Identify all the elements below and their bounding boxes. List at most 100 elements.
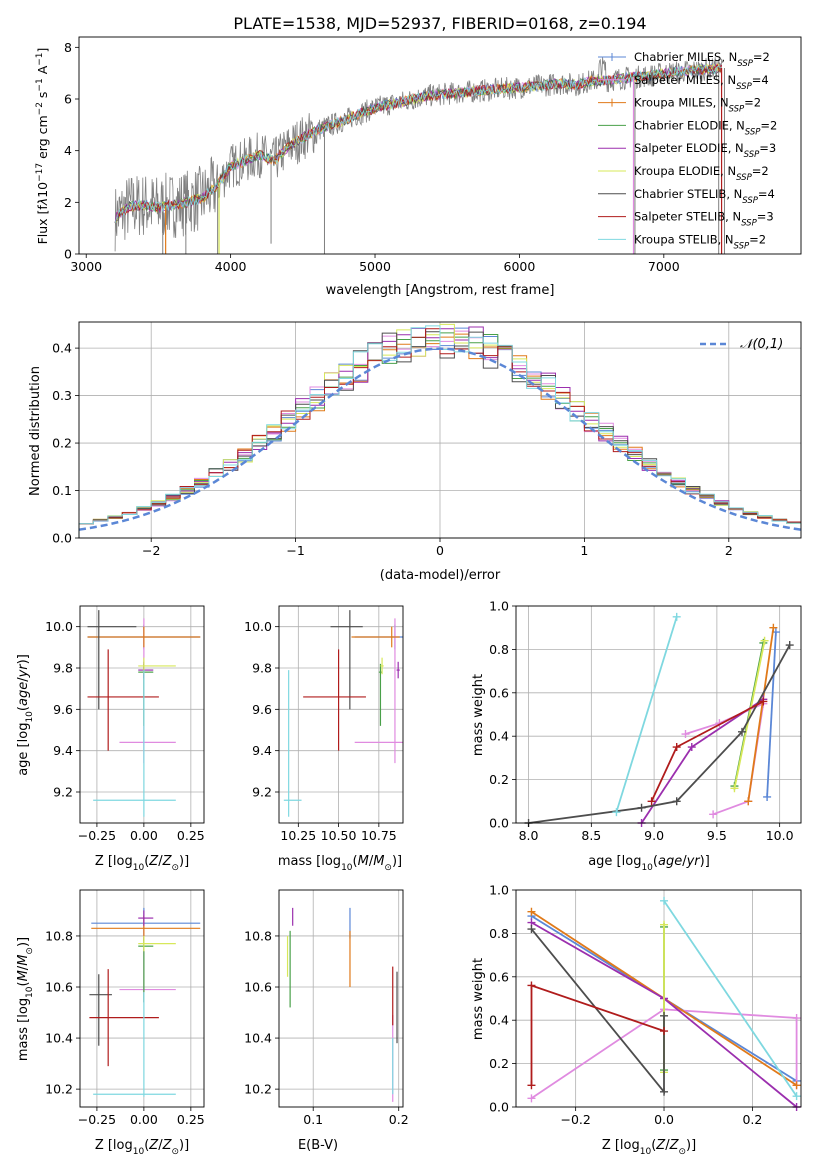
model-fit-line — [114, 63, 722, 224]
weight-vs-age-panel: 8.0 8.5 9.0 9.5 10.0 0.0 0.2 0.4 0.6 0.8 1.0 age [… — [471, 599, 802, 873]
residuals-x-tick-label: −1 — [286, 543, 304, 558]
weight-vs-age-point-marker — [672, 743, 681, 752]
age-vs-z-y-tick-label: 9.8 — [53, 661, 73, 676]
mass-vs-z-y-tick-label: 10.8 — [45, 928, 73, 943]
weight-vs-age-series-line — [615, 616, 678, 813]
observed-spectrum-line — [114, 57, 722, 252]
weight-vs-z-point-marker — [527, 1081, 536, 1090]
weight-vs-age-y-label: mass weight — [471, 674, 486, 756]
spectrum-x-tick-label: 7000 — [648, 259, 680, 274]
weight-vs-age-point-marker — [647, 797, 656, 806]
spectrum-y-tick-label: 0 — [64, 247, 72, 262]
weight-vs-age-point-marker — [737, 727, 746, 736]
weight-vs-age-x-tick-label: 8.0 — [519, 828, 539, 843]
mass-vs-z-x-tick-label: 0.25 — [177, 1112, 205, 1127]
age-vs-z-y-label: age [log10(age/yr)] — [16, 654, 35, 776]
weight-vs-z-panel: −0.2 0.0 0.2 0.0 0.2 0.4 0.6 0.8 1.0 Z [log10(Z/… — [471, 883, 802, 1157]
spectrum-x-tick-label: 4000 — [215, 259, 247, 274]
model-fit-line — [114, 63, 722, 224]
weight-vs-age-series-line — [650, 700, 764, 802]
weight-vs-age-point-marker — [785, 641, 794, 650]
spectrum-panel: 3000 4000 5000 6000 7000 0 2 4 6 8 wavelength [An… — [35, 36, 802, 298]
weight-vs-age-x-label: age [log10(age/yr)] — [588, 854, 710, 873]
mass-vs-z-y-tick-label: 10.4 — [45, 1031, 73, 1046]
residuals-panel: −2 −1 0 1 2 0.0 0.1 0.2 0.3 0.4 (data-model)/erro… — [28, 321, 802, 583]
legend-label: Kroupa ELODIE, NSSP=2 — [634, 164, 769, 183]
normal-legend: 𝒩(0,1) — [700, 337, 783, 352]
weight-vs-age-series-line — [766, 631, 777, 798]
spectrum-y-tick-label: 2 — [64, 195, 72, 210]
residuals-x-tick-label: 1 — [580, 543, 588, 558]
residuals-y-tick-label: 0.1 — [52, 483, 72, 498]
weight-vs-age-x-tick-label: 8.5 — [581, 828, 601, 843]
weight-vs-age-point-marker — [687, 743, 696, 752]
residuals-y-label: Normed distribution — [28, 366, 43, 496]
weight-vs-age-frame — [515, 605, 802, 824]
weight-vs-z-y-tick-label: 0.8 — [489, 926, 509, 941]
mass-vs-ebv-y-tick-label: 10.6 — [244, 980, 272, 995]
weight-vs-age-y-tick-label: 0.8 — [489, 642, 509, 657]
spectrum-y-tick-label: 6 — [64, 92, 72, 107]
spectrum-x-tick-label: 3000 — [70, 259, 102, 274]
weight-vs-age-point-marker — [637, 803, 646, 812]
weight-vs-z-x-tick-label: 0.2 — [742, 1112, 762, 1127]
residuals-x-tick-label: 0 — [436, 543, 444, 558]
mass-vs-ebv-x-tick-label: 0.1 — [303, 1112, 323, 1127]
legend-label: Salpeter MILES, NSSP=4 — [634, 73, 769, 92]
age-vs-mass-y-tick-label: 9.6 — [252, 702, 272, 717]
weight-vs-age-x-tick-label: 9.5 — [707, 828, 727, 843]
legend-label: Chabrier ELODIE, NSSP=2 — [634, 118, 777, 137]
spectrum-y-tick-label: 8 — [64, 40, 72, 55]
weight-vs-z-y-label: mass weight — [471, 958, 486, 1040]
weight-vs-z-series-line — [530, 984, 665, 1086]
weight-vs-z-series-line — [530, 928, 665, 1095]
age-vs-mass-x-label: mass [log10(M/M⊙)] — [278, 854, 402, 873]
model-fit-line — [114, 63, 722, 224]
weight-vs-z-point-marker — [527, 981, 536, 990]
weight-vs-age-point-marker — [730, 784, 739, 793]
weight-vs-z-y-tick-label: 0.2 — [489, 1056, 509, 1071]
weight-vs-age-point-marker — [612, 808, 621, 817]
mass-vs-z-x-tick-label: −0.25 — [78, 1112, 116, 1127]
residuals-y-tick-label: 0.3 — [52, 388, 72, 403]
weight-vs-age-point-marker — [760, 636, 769, 645]
age-vs-mass-frame — [278, 605, 404, 824]
age-vs-z-frame — [79, 605, 205, 824]
weight-vs-age-x-tick-label: 9.0 — [644, 828, 664, 843]
weight-vs-age-point-marker — [763, 792, 772, 801]
spectrum-x-tick-label: 6000 — [504, 259, 536, 274]
weight-vs-z-point-marker — [660, 1027, 669, 1036]
weight-vs-age-point-marker — [744, 797, 753, 806]
legend-label: Salpeter ELODIE, NSSP=3 — [634, 141, 776, 160]
weight-vs-z-x-tick-label: −0.2 — [560, 1112, 590, 1127]
residuals-x-tick-label: −2 — [142, 543, 160, 558]
mass-vs-z-x-tick-label: 0.00 — [130, 1112, 158, 1127]
age-vs-z-y-tick-label: 9.2 — [53, 785, 73, 800]
weight-vs-z-frame — [515, 889, 802, 1108]
weight-vs-z-y-tick-label: 1.0 — [489, 883, 509, 898]
age-vs-mass-x-tick-label: 10.75 — [361, 828, 397, 843]
residuals-y-tick-label: 0.4 — [52, 341, 72, 356]
weight-vs-age-point-marker — [672, 797, 681, 806]
mass-vs-ebv-panel: 0.1 0.2 10.2 10.4 10.6 10.8 E(B-V) — [244, 889, 409, 1153]
weight-vs-age-point-marker — [672, 612, 681, 621]
age-vs-z-y-tick-label: 9.4 — [53, 743, 73, 758]
weight-vs-z-point-marker — [660, 1011, 669, 1020]
weight-vs-z-point-marker — [792, 1092, 801, 1101]
legend-label: Kroupa MILES, NSSP=2 — [634, 96, 761, 115]
mass-vs-ebv-x-tick-label: 0.2 — [389, 1112, 409, 1127]
mass-vs-z-panel: −0.25 0.00 0.25 10.2 10.4 10.6 10.8 Z [log10(Z… — [16, 889, 205, 1157]
residuals-x-label: (data-model)/error — [380, 568, 501, 583]
legend-label: Salpeter STELIB, NSSP=3 — [634, 210, 774, 229]
weight-vs-z-series-line — [530, 1008, 798, 1100]
weight-vs-age-series-line — [685, 702, 765, 816]
weight-vs-age-y-tick-label: 1.0 — [489, 599, 509, 614]
weight-vs-age-y-tick-label: 0.4 — [489, 729, 509, 744]
age-vs-z-x-tick-label: 0.00 — [130, 828, 158, 843]
mass-vs-z-y-label: mass [log10(M/M⊙)] — [16, 937, 35, 1061]
residual-histogram-kroupa-stelib — [78, 325, 801, 538]
weight-vs-z-y-tick-label: 0.6 — [489, 969, 509, 984]
age-vs-z-x-tick-label: −0.25 — [78, 828, 116, 843]
residuals-y-tick-label: 0.0 — [52, 531, 72, 546]
mass-vs-ebv-y-tick-label: 10.4 — [244, 1031, 272, 1046]
